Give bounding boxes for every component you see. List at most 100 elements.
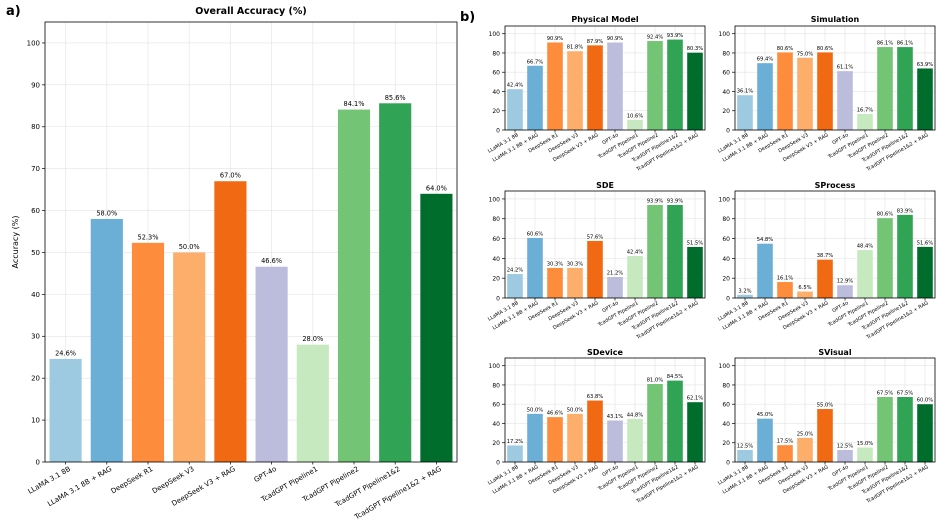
y-tick-label: 0 <box>496 127 500 134</box>
bar <box>817 52 833 130</box>
data-label: 86.1% <box>877 41 894 47</box>
y-tick-label: 60 <box>492 70 500 77</box>
y-tick-label: 100 <box>489 363 501 370</box>
y-tick-label: 0 <box>496 295 500 302</box>
bar <box>647 41 663 131</box>
y-tick-label: 60 <box>492 236 500 243</box>
y-tick-label: 0 <box>36 458 40 466</box>
bar <box>777 52 793 130</box>
data-label: 50.0% <box>179 243 200 251</box>
bar <box>627 255 643 298</box>
bar <box>737 95 753 130</box>
y-tick-label: 20 <box>492 276 500 283</box>
data-label: 12.5% <box>837 443 854 449</box>
bar <box>797 437 813 462</box>
chart-sdevice: 0 20 40 60 80 100 17.2% 50.0%46.6%50.0% 63.8% 43.… <box>487 348 706 505</box>
bar <box>777 445 793 462</box>
bar <box>567 51 583 130</box>
y-tick-label: 20 <box>31 375 40 383</box>
bar <box>837 71 853 130</box>
bar <box>507 89 523 130</box>
bar <box>857 250 873 298</box>
bar <box>917 68 933 130</box>
data-label: 85.6% <box>385 94 406 102</box>
bar <box>897 47 913 130</box>
data-label: 93.9% <box>667 33 684 39</box>
data-label: 61.1% <box>837 65 854 71</box>
y-tick-label: 80 <box>722 50 730 57</box>
data-label: 81.0% <box>647 378 664 384</box>
chart-svisual: 0 20 40 60 80 100 12.5% 45.0% 17.5%25.0% 55.0% 12.… <box>717 348 936 505</box>
data-label: 42.4% <box>627 249 644 255</box>
y-tick-label: 40 <box>722 89 730 96</box>
y-tick-label: 30 <box>31 333 40 341</box>
axes-frame <box>734 25 936 131</box>
data-label: 60.0% <box>917 398 934 404</box>
data-label: 86.1% <box>897 41 914 47</box>
y-tick-label: 50 <box>31 249 40 257</box>
bar <box>607 420 623 462</box>
bar <box>777 282 793 298</box>
data-label: 21.2% <box>607 270 624 276</box>
bar <box>547 42 563 130</box>
y-tick-label: 80 <box>492 216 500 223</box>
data-label: 6.5% <box>798 285 811 291</box>
bar <box>687 246 703 298</box>
y-tick-label: 70 <box>31 165 40 173</box>
axes-frame <box>504 190 706 299</box>
axes-frame <box>504 357 706 463</box>
data-label: 55.0% <box>817 403 834 409</box>
y-tick-label: 100 <box>27 39 40 47</box>
y-tick-label: 100 <box>489 196 501 203</box>
y-tick-label: 40 <box>722 421 730 428</box>
chart-title: Overall Accuracy (%) <box>195 6 306 17</box>
data-label: 93.9% <box>647 198 664 204</box>
bar <box>607 42 623 130</box>
y-tick-label: 20 <box>492 440 500 447</box>
y-tick-label: 100 <box>719 196 731 203</box>
bar <box>527 65 543 130</box>
data-label: 17.5% <box>777 439 794 445</box>
y-tick-label: 0 <box>496 459 500 466</box>
data-label: 90.9% <box>547 36 564 42</box>
data-label: 51.6% <box>917 240 934 246</box>
axes-frame <box>44 21 458 463</box>
y-tick-label: 0 <box>726 127 730 134</box>
bar <box>737 294 753 298</box>
axes-frame <box>734 190 936 299</box>
chart-title: SDE <box>596 181 614 190</box>
data-label: 63.9% <box>917 62 934 68</box>
data-label: 52.3% <box>138 233 159 241</box>
data-label: 44.8% <box>627 412 644 418</box>
y-tick-label: 60 <box>722 236 730 243</box>
data-label: 36.1% <box>737 89 754 95</box>
data-label: 10.6% <box>627 113 644 119</box>
bar <box>877 397 893 462</box>
bar <box>667 204 683 298</box>
bar <box>837 449 853 462</box>
data-label: 84.5% <box>667 374 684 380</box>
data-label: 67.5% <box>897 391 914 397</box>
bar <box>757 243 773 298</box>
chart-title: SDevice <box>587 348 624 357</box>
data-label: 16.1% <box>777 276 794 282</box>
data-label: 15.0% <box>857 441 874 447</box>
y-tick-label: 20 <box>722 276 730 283</box>
y-tick-label: 40 <box>492 89 500 96</box>
data-label: 81.8% <box>567 45 584 51</box>
bar <box>897 397 913 462</box>
y-tick-label: 60 <box>31 207 40 215</box>
data-label: 17.2% <box>507 439 524 445</box>
data-label: 80.6% <box>817 46 834 52</box>
data-label: 24.2% <box>507 268 524 274</box>
bar <box>687 402 703 462</box>
y-tick-label: 80 <box>492 50 500 57</box>
bar <box>667 39 683 131</box>
bar <box>667 380 683 462</box>
bar <box>507 274 523 298</box>
bar <box>547 417 563 462</box>
chart-title: Physical Model <box>571 15 639 24</box>
data-label: 42.4% <box>507 83 524 89</box>
